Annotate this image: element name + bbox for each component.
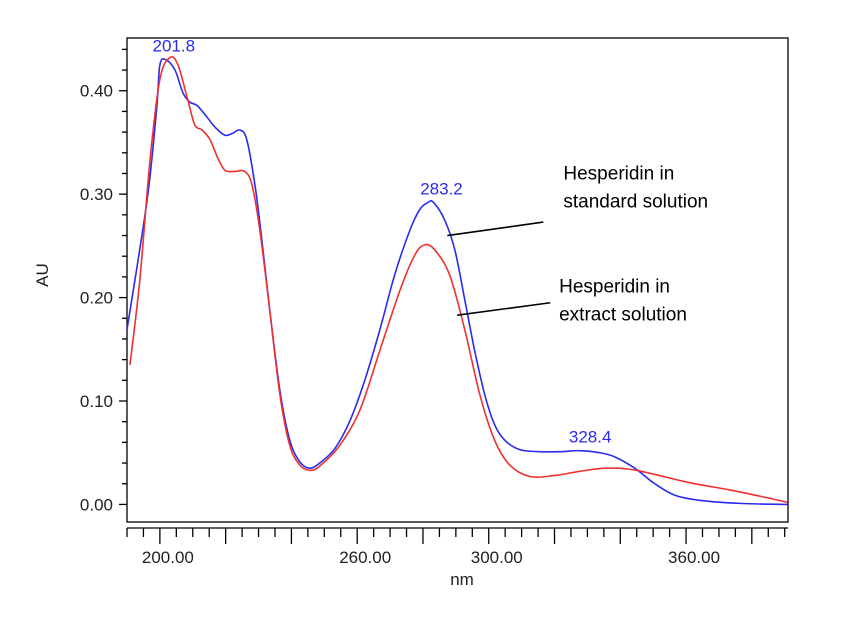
x-tick-label: 200.00 <box>142 548 194 567</box>
series-line-extract <box>129 55 788 504</box>
y-tick-label: 0.00 <box>80 495 113 514</box>
annotation-label: extract solution <box>559 304 687 325</box>
x-tick-label: 360.00 <box>668 548 720 567</box>
plot-frame <box>126 37 789 523</box>
x-tick-label: 300.00 <box>471 548 523 567</box>
y-tick-label: 0.30 <box>80 185 113 204</box>
annotation-leader-line <box>457 301 551 316</box>
annotation-leader-line <box>447 221 544 237</box>
peak-label: 201.8 <box>153 37 196 56</box>
annotation-label: Hesperidin in <box>563 164 674 185</box>
annotations: 201.8 283.2 328.4 Hesperidin in standard sol… <box>153 37 709 447</box>
y-tick-label: 0.10 <box>80 392 113 411</box>
series-group <box>126 55 788 506</box>
peak-label: 283.2 <box>420 179 463 198</box>
x-tick-label: 260.00 <box>339 548 391 567</box>
series-line-standard <box>126 57 788 506</box>
y-axis-ticks: 0.00 0.10 0.20 0.30 0.40 <box>80 48 127 514</box>
annotation-label: Hesperidin in <box>559 276 670 297</box>
y-tick-label: 0.20 <box>80 289 113 308</box>
peak-label: 328.4 <box>569 428 612 447</box>
annotation-label: standard solution <box>563 192 708 213</box>
y-tick-label: 0.40 <box>80 82 113 101</box>
y-axis-label: AU <box>33 263 52 287</box>
x-axis-label: nm <box>450 570 474 589</box>
x-axis-ticks: 200.00 260.00 300.00 360.00 <box>126 528 786 567</box>
